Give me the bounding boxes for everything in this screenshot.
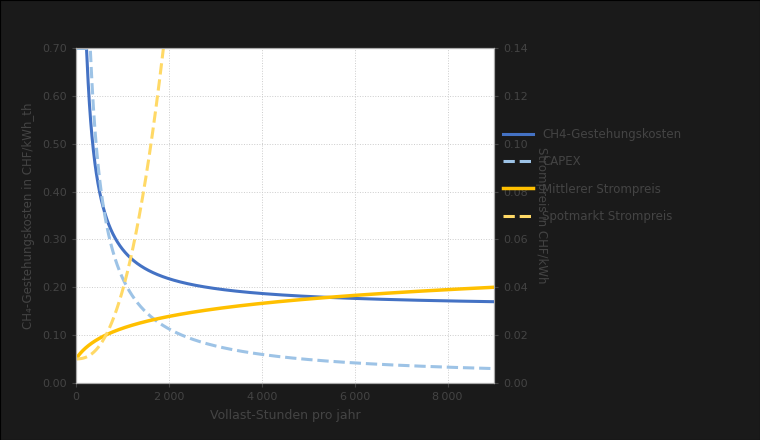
Spotmarkt Strompreis <box>93 346 102 351</box>
CH4-Gestehungskosten <box>264 291 273 297</box>
CAPEX <box>477 366 486 371</box>
Mittlerer Strompreis <box>477 285 486 290</box>
Legend: CH4-Gestehungskosten, CAPEX, Mittlerer Strompreis, Spotmarkt Strompreis: CH4-Gestehungskosten, CAPEX, Mittlerer S… <box>503 128 682 223</box>
Line: Spotmarkt Strompreis: Spotmarkt Strompreis <box>76 0 494 359</box>
Mittlerer Strompreis <box>401 290 410 295</box>
Mittlerer Strompreis <box>489 285 499 290</box>
Spotmarkt Strompreis <box>71 356 81 362</box>
CH4-Gestehungskosten <box>477 299 486 304</box>
Mittlerer Strompreis <box>477 285 486 290</box>
CH4-Gestehungskosten <box>401 297 410 303</box>
CAPEX <box>477 366 486 371</box>
X-axis label: Vollast-Stunden pro jahr: Vollast-Stunden pro jahr <box>210 409 360 422</box>
CH4-Gestehungskosten <box>275 292 284 297</box>
Line: CAPEX: CAPEX <box>77 48 494 369</box>
CAPEX <box>72 46 81 51</box>
Mittlerer Strompreis <box>93 337 102 342</box>
Mittlerer Strompreis <box>264 300 273 305</box>
Y-axis label: CH₄-Gestehungskosten in CHF/kWh_th: CH₄-Gestehungskosten in CHF/kWh_th <box>22 103 35 329</box>
CH4-Gestehungskosten <box>477 299 486 304</box>
CH4-Gestehungskosten <box>489 299 499 304</box>
CH4-Gestehungskosten <box>93 180 103 185</box>
CAPEX <box>93 159 103 165</box>
CAPEX <box>264 352 273 358</box>
CH4-Gestehungskosten <box>72 46 81 51</box>
CAPEX <box>275 354 284 359</box>
Y-axis label: Strompreis in CHF/kWh: Strompreis in CHF/kWh <box>535 147 548 284</box>
Mittlerer Strompreis <box>71 356 81 362</box>
Line: CH4-Gestehungskosten: CH4-Gestehungskosten <box>77 48 494 302</box>
CAPEX <box>489 366 499 371</box>
Line: Mittlerer Strompreis: Mittlerer Strompreis <box>76 287 494 359</box>
Mittlerer Strompreis <box>274 299 283 304</box>
CAPEX <box>401 363 410 368</box>
